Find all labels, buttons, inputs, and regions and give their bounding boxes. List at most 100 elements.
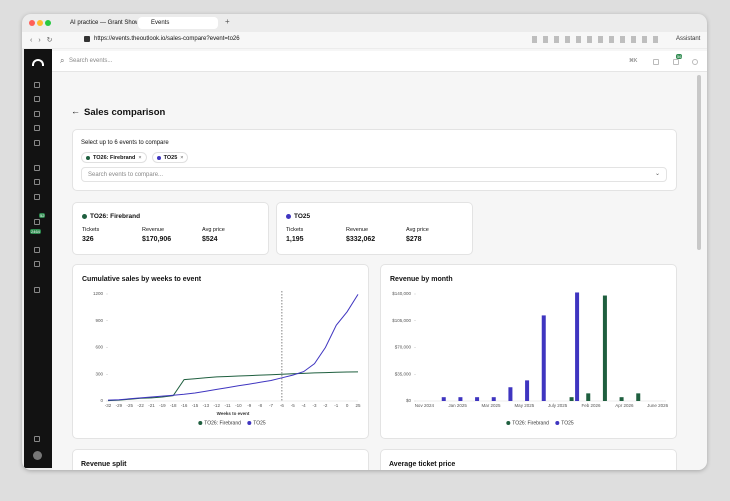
bar <box>569 397 574 401</box>
bar <box>575 292 580 401</box>
assistant[interactable]: Assistant <box>676 36 701 42</box>
x-tick-label: -18 <box>170 403 177 408</box>
x-tick-label: -2 <box>323 403 327 408</box>
topbar: ⌕ Search events... ⌘K 56 <box>52 51 707 72</box>
x-axis-label: Weeks to event <box>217 411 250 416</box>
settings[interactable] <box>692 59 698 65</box>
nav-icon[interactable] <box>34 261 40 267</box>
nav-icon[interactable] <box>34 82 40 88</box>
bar <box>458 397 463 401</box>
chip-remove[interactable]: × <box>180 154 184 161</box>
y-tick-label: 900 <box>95 318 103 323</box>
chip-label: TO26: Firebrand <box>93 154 136 161</box>
badge: 52 <box>39 213 46 218</box>
tab[interactable]: AI practice — Grant Show <box>70 20 137 26</box>
x-tick-label: -7 <box>269 403 273 408</box>
tab-active[interactable]: Events <box>138 17 218 29</box>
nav-icon[interactable] <box>34 179 40 185</box>
nav-icon[interactable] <box>34 96 40 102</box>
logo[interactable] <box>32 59 44 66</box>
card-title: Average ticket price <box>389 461 456 468</box>
chip: TO26: Firebrand × <box>81 152 147 163</box>
x-tick-label: Nov 2024 <box>415 403 435 408</box>
x-tick-label: Apr 2026 <box>615 403 634 408</box>
stat-label: Revenue <box>346 227 369 233</box>
placeholder: Search events to compare... <box>88 172 164 178</box>
avatar[interactable] <box>33 451 42 460</box>
close[interactable] <box>29 20 35 26</box>
minimize[interactable] <box>37 20 43 26</box>
x-tick-label: -9 <box>247 403 251 408</box>
x-tick-label: -11 <box>224 403 231 408</box>
summary-card: TO26: Firebrand Tickets 326 Revenue $170,906… <box>72 202 269 255</box>
nav-icon[interactable] <box>34 194 40 200</box>
back[interactable]: ← <box>71 106 80 116</box>
nav-buttons[interactable]: ‹›↻ <box>30 37 59 44</box>
zoom[interactable] <box>45 20 51 26</box>
sidebar: 52 2464 <box>24 49 52 468</box>
stat-value: $524 <box>202 236 218 243</box>
nav-icon[interactable] <box>34 247 40 253</box>
x-tick-label: July 2025 <box>548 403 568 408</box>
icon[interactable] <box>673 59 679 65</box>
stat-label: Tickets <box>82 227 100 233</box>
x-tick-label: June 2026 <box>647 403 669 408</box>
x-tick-label: Mar 2025 <box>481 403 501 408</box>
stat-value: $170,906 <box>142 236 172 243</box>
x-tick-label: -19 <box>159 403 166 408</box>
browser-window: AI practice — Grant Show Events + ‹›↻ ht… <box>22 14 707 470</box>
y-tick-label: $140,000 <box>392 291 411 296</box>
x-tick-label: -29 <box>116 403 123 408</box>
chip-remove[interactable]: × <box>138 154 142 161</box>
nav-icon[interactable] <box>34 165 40 171</box>
bar <box>491 397 496 401</box>
compare-search[interactable]: Search events to compare... ⌄ <box>81 167 667 182</box>
chip: TO25 × <box>151 152 189 163</box>
stat-label: Avg price <box>202 227 225 233</box>
x-tick-label: May 2025 <box>514 403 534 408</box>
x-tick-label: Feb 2026 <box>581 403 601 408</box>
bar <box>475 397 480 401</box>
url[interactable]: https://events.theoutlook.io/sales-compa… <box>94 36 240 42</box>
chart-card: Revenue by month $0 $35,000 $70,000 $105,000… <box>380 264 677 439</box>
chips: TO26: Firebrand × TO25 × <box>81 152 189 163</box>
shortcut: ⌘K <box>629 58 638 64</box>
card: Average ticket price <box>380 449 677 470</box>
bar <box>441 397 446 401</box>
x-tick-label: 0 <box>346 403 349 408</box>
chip-dot <box>86 155 90 160</box>
new-tab[interactable]: + <box>225 17 230 26</box>
badge: 2464 <box>30 229 41 234</box>
nav-icon[interactable] <box>34 111 40 117</box>
extension-icons[interactable] <box>532 36 662 43</box>
y-tick-label: 600 <box>95 345 103 350</box>
x-tick-label: -15 <box>192 403 199 408</box>
x-tick-label: -22 <box>137 403 144 408</box>
nav-icon[interactable] <box>34 219 40 225</box>
chip-label: TO25 <box>163 154 178 161</box>
icon[interactable] <box>653 59 659 65</box>
bar <box>541 315 546 401</box>
card-title: Revenue split <box>81 461 127 468</box>
nav-icon[interactable] <box>34 436 40 442</box>
bar <box>636 393 641 401</box>
scrollbar[interactable] <box>697 75 701 250</box>
search-icon: ⌕ <box>60 56 65 65</box>
bar <box>586 393 591 401</box>
search[interactable]: Search events... <box>69 58 113 64</box>
x-tick-label: -10 <box>235 403 242 408</box>
y-tick-label: $70,000 <box>395 345 412 350</box>
nav-icon[interactable] <box>34 140 40 146</box>
selector-card: Select up to 6 events to compare TO26: F… <box>72 129 677 191</box>
selector-label: Select up to 6 events to compare <box>81 140 169 146</box>
series-line <box>107 371 359 402</box>
site-icon <box>84 36 90 42</box>
chart-card: Cumulative sales by weeks to event 0 300 60… <box>72 264 369 439</box>
bar <box>508 387 513 401</box>
x-tick-label: -32 <box>105 403 112 408</box>
x-tick-label: Jan 2025 <box>448 403 467 408</box>
nav-icon[interactable] <box>34 125 40 131</box>
summary-dot <box>82 214 87 219</box>
nav-icon[interactable] <box>34 287 40 293</box>
stat-label: Revenue <box>142 227 165 233</box>
